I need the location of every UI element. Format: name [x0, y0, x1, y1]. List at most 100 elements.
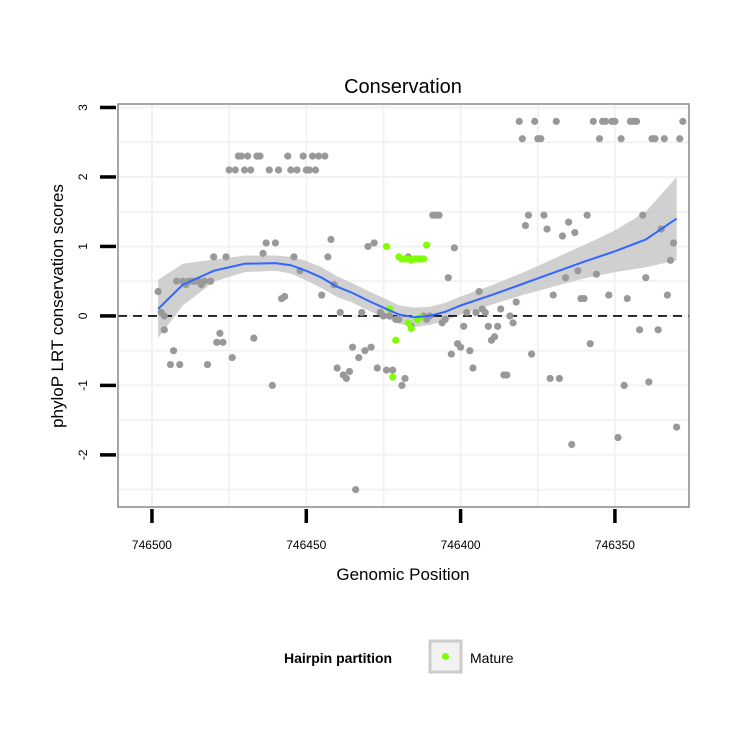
panel-border [117, 103, 690, 508]
data-point [379, 312, 388, 320]
x-tick-label: 746400 [441, 538, 481, 552]
data-point [342, 374, 350, 383]
smooth-line [157, 217, 678, 319]
data-point [231, 166, 239, 174]
data-point [639, 211, 647, 219]
data-point [521, 221, 530, 230]
chart-title: Conservation [344, 76, 462, 98]
data-point [173, 277, 181, 285]
data-point [271, 239, 280, 247]
data-point [481, 308, 489, 317]
legend-title: Hairpin partition [284, 650, 392, 666]
data-point [602, 117, 610, 125]
data-point [617, 135, 625, 143]
data-point [568, 440, 576, 449]
data-point [358, 308, 366, 317]
y-axis-title: phyloP LRT conservation scores [48, 184, 67, 428]
data-point [561, 274, 570, 282]
confidence-band [158, 176, 677, 339]
data-point [475, 288, 483, 296]
data-point [457, 343, 465, 351]
data-point [287, 166, 295, 174]
data-point [435, 211, 443, 219]
data-point [605, 291, 613, 299]
data-point [580, 294, 588, 303]
data-point [524, 211, 533, 219]
data-point [503, 371, 511, 379]
data-point [222, 253, 230, 261]
data-point [484, 322, 492, 330]
data-point [555, 374, 563, 383]
data-point [336, 308, 344, 317]
data-point [589, 117, 597, 125]
data-point [527, 350, 536, 358]
y-tick-label: -1 [76, 380, 90, 391]
data-point [512, 298, 520, 306]
confidence-ribbon [158, 176, 677, 339]
data-point [398, 381, 406, 390]
data-point [210, 253, 218, 261]
data-point [444, 274, 452, 282]
data-point [518, 135, 526, 143]
data-point [290, 253, 298, 261]
data-point [160, 312, 168, 320]
data-point [361, 347, 369, 355]
data-point [305, 166, 313, 174]
data-point [228, 354, 236, 362]
data-point [549, 291, 557, 299]
data-point [370, 239, 378, 247]
data-point [460, 322, 468, 330]
data-point [469, 364, 477, 372]
data-point [395, 315, 403, 323]
data-point [611, 117, 619, 125]
data-point [373, 364, 381, 372]
data-point [256, 152, 264, 160]
data-point [494, 322, 502, 330]
data-point [216, 329, 224, 337]
data-point [382, 366, 391, 374]
data-point [645, 378, 653, 386]
data-point [666, 256, 675, 264]
data-point-mature [407, 324, 415, 333]
x-axis-title: Genomic Position [336, 565, 469, 584]
data-point [389, 366, 397, 374]
smooth-curve [157, 217, 678, 319]
data-point [531, 117, 539, 125]
data-point [663, 291, 671, 299]
data-point [642, 274, 650, 282]
data-point [543, 225, 551, 233]
x-tick-label: 746350 [595, 538, 635, 552]
data-point [318, 291, 326, 299]
data-point [466, 347, 474, 355]
panel-background [118, 104, 689, 507]
y-tick-label: 0 [76, 312, 90, 319]
data-point [364, 242, 372, 251]
data-point [281, 292, 289, 301]
data-point [386, 312, 394, 320]
data-point-mature [382, 242, 391, 251]
y-tick-label: 1 [76, 243, 90, 250]
data-point [308, 152, 317, 160]
data-point-mature [404, 319, 412, 327]
data-point [176, 360, 184, 369]
data-point [284, 152, 292, 160]
y-tick-label: -2 [76, 449, 90, 460]
data-point [574, 267, 582, 275]
data-point [595, 135, 604, 143]
data-point [333, 364, 341, 372]
data-point [450, 244, 459, 252]
data-point [654, 326, 662, 334]
data-point [558, 232, 567, 240]
data-point [213, 338, 221, 346]
y-axis: -2 -1 0 1 2 3 [76, 104, 116, 460]
data-point [274, 166, 283, 174]
legend: Hairpin partition Mature [284, 639, 514, 674]
data-point [345, 367, 354, 376]
data-point [244, 152, 252, 160]
x-axis: 746500 746450 746400 746350 [132, 509, 635, 552]
data-point [497, 305, 505, 313]
data-point [324, 253, 332, 261]
data-point-mature [389, 373, 397, 381]
data-point [632, 117, 641, 125]
